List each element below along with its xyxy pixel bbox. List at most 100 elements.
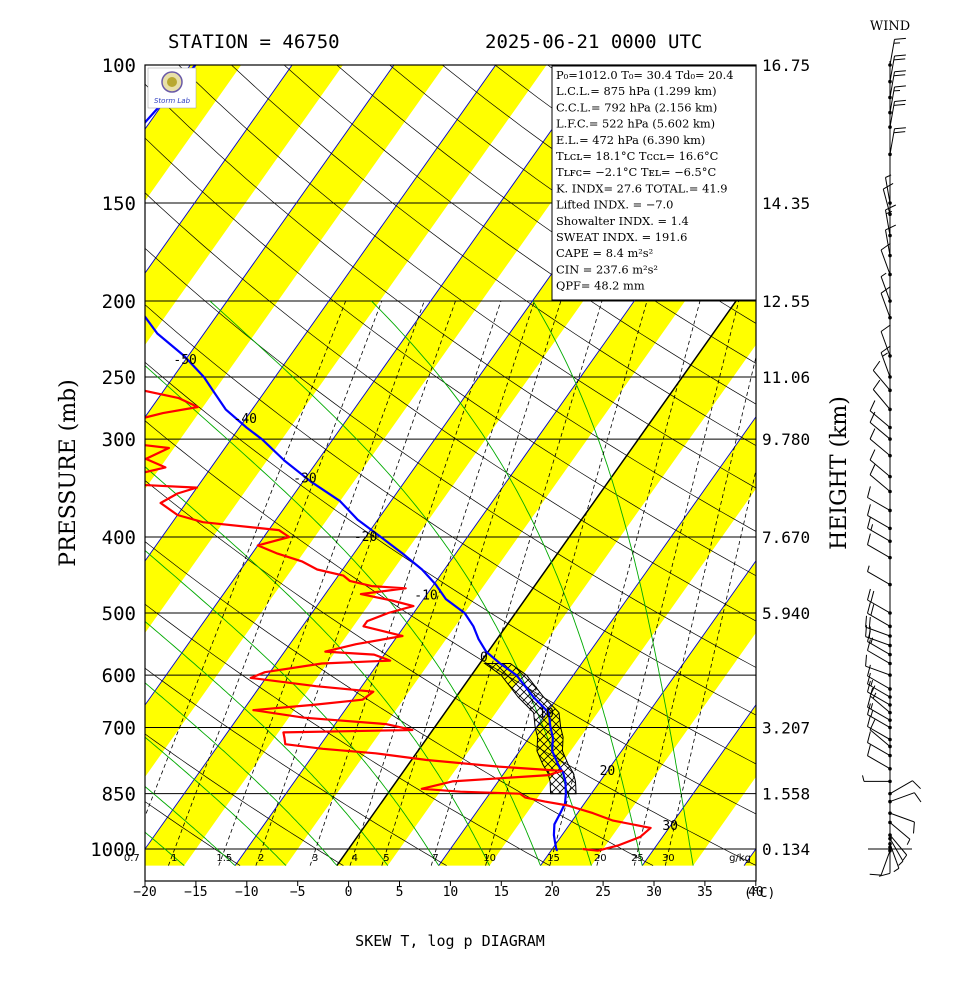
temperature-point — [561, 770, 563, 772]
x-tick-label: 40 — [748, 885, 764, 900]
wind-barb-feather — [880, 324, 891, 332]
dewpoint-point — [548, 712, 550, 714]
temperature-point — [49, 436, 50, 437]
wind-barb-staff — [872, 389, 891, 410]
x-tick-label: 20 — [544, 885, 560, 900]
isotherm-label: 10 — [538, 707, 554, 722]
temperature-point — [371, 585, 373, 587]
dry-adiabat — [145, 801, 241, 866]
wind-barb-staff — [889, 843, 900, 869]
dry-adiabat — [145, 733, 344, 866]
wind-barb-feather — [867, 533, 871, 545]
temperature-point — [74, 351, 75, 352]
wind-barb-feather — [870, 604, 875, 616]
dewpoint-point — [565, 793, 567, 795]
mixing-ratio-lines — [145, 300, 756, 866]
wind-barb-feather — [867, 517, 871, 529]
x-tick-label: −20 — [133, 885, 156, 900]
moist-adiabat — [145, 682, 338, 866]
wind-barb-feather — [872, 360, 881, 371]
temperature-point — [426, 759, 428, 761]
index-line: QPF= 48.2 mm — [556, 279, 645, 293]
mixing-ratio-label: 3 — [312, 853, 318, 864]
wind-barb-staff — [867, 714, 891, 728]
pressure-tick-600: 600 — [102, 665, 136, 687]
wind-barb-staff — [869, 438, 891, 457]
dewpoint-point — [92, 179, 93, 180]
x-tick-label: −10 — [235, 885, 258, 900]
moist-adiabat — [145, 466, 490, 866]
wind-barb-feather — [912, 780, 921, 790]
index-line: SWEAT INDX. = 191.6 — [556, 230, 687, 244]
pressure-tick-1000: 1000 — [90, 839, 136, 861]
isotherm-line — [145, 65, 293, 274]
pressure-tick-250: 250 — [102, 367, 136, 389]
temperature-point — [264, 671, 266, 673]
wind-barb-feather — [894, 127, 906, 130]
mixing-ratio-label: 25 — [631, 853, 644, 864]
dry-adiabat — [178, 65, 756, 489]
isotherm-label: -50 — [173, 353, 196, 368]
wind-title: WIND — [870, 19, 910, 34]
index-line: L.C.L.= 875 hPa (1.299 km) — [556, 84, 717, 98]
mixing-ratio-line — [168, 300, 383, 866]
wind-barb-halffeather — [880, 272, 887, 278]
wind-barb-halffeather — [906, 838, 911, 845]
height-tick: 9.780 — [762, 430, 810, 449]
wind-barb-feather — [913, 821, 915, 834]
mixing-ratio-label: 4 — [352, 853, 358, 864]
mixing-ratio-unit: g/kg — [729, 853, 751, 864]
dry-adiabat — [145, 361, 756, 765]
wind-barb-halffeather — [870, 524, 874, 531]
dewpoint-point — [556, 850, 558, 852]
dry-band — [145, 65, 649, 778]
height-tick: 5.940 — [762, 604, 810, 623]
temperature-point — [321, 662, 323, 665]
temperature-point — [617, 845, 619, 847]
wind-barb-staff — [869, 729, 891, 747]
temperature-point — [312, 704, 314, 706]
dewpoint-point — [225, 408, 227, 410]
wind-barb-staff — [889, 39, 895, 66]
height-tick: 16.75 — [762, 56, 810, 75]
dry-adiabat — [145, 420, 756, 815]
x-tick-label: 0 — [345, 885, 353, 900]
datetime-label: 2025-06-21 0000 UTC — [485, 31, 702, 53]
dry-adiabat — [145, 137, 756, 577]
wind-barb-staff — [885, 177, 891, 204]
dewpoint-point — [564, 780, 567, 783]
temperature-point — [316, 568, 318, 571]
wind-barb-staff — [867, 497, 891, 511]
index-line: P₀=1012.0 T₀= 30.4 Td₀= 20.4 — [556, 68, 734, 82]
x-tick-label: 10 — [443, 885, 459, 900]
dewpoint-point — [485, 651, 487, 653]
dewpoint-point — [421, 568, 423, 571]
wind-barb-halffeather — [885, 174, 892, 178]
temperature-point — [197, 406, 199, 408]
wind-barb-feather — [885, 204, 897, 211]
dewpoint-point — [549, 727, 552, 729]
wind-barb-dot — [888, 354, 892, 358]
temperature-point — [278, 529, 280, 531]
wind-barb-staff — [889, 780, 913, 795]
temperature-point — [412, 605, 414, 607]
temperature-point — [138, 419, 139, 420]
wind-barb-staff — [867, 726, 891, 740]
index-line: E.L.= 472 hPa (6.390 km) — [556, 133, 705, 147]
wind-barb-staff — [865, 665, 891, 676]
wind-barb-feather — [867, 602, 871, 614]
temperature-point — [349, 580, 351, 582]
svg-text:Storm Lab: Storm Lab — [154, 97, 191, 105]
dry-band — [0, 65, 38, 866]
wind-barb-feather — [869, 411, 876, 423]
isotherm-line — [336, 271, 756, 867]
wind-barb-staff — [882, 188, 891, 215]
wind-barb-halffeather — [893, 867, 900, 873]
dewpoint-point — [357, 519, 359, 521]
isotherm-line — [145, 65, 598, 706]
dry-band — [846, 65, 960, 866]
dewpoint-point — [445, 598, 447, 600]
wind-barb-staff — [880, 249, 891, 275]
dewpoint-point — [284, 460, 286, 462]
